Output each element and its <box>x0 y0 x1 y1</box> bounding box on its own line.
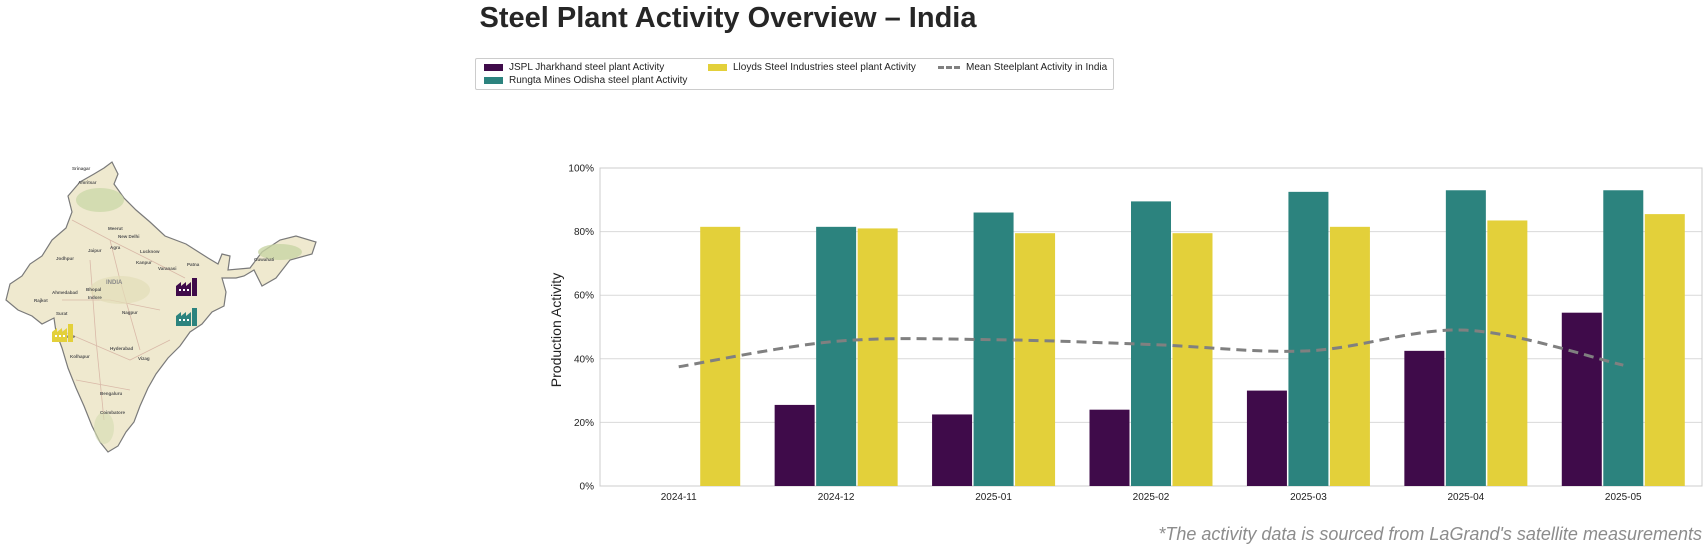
legend-swatch-rungta <box>484 77 503 84</box>
bar <box>1603 190 1644 486</box>
legend-item-mean: Mean Steelplant Activity in India <box>938 62 1107 73</box>
chart-title: Steel Plant Activity Overview – India <box>479 2 977 34</box>
bar <box>1288 191 1329 486</box>
city-label: Varanasi <box>158 266 177 271</box>
city-label: Bhopal <box>86 287 101 292</box>
city-label: Nagpur <box>122 310 138 315</box>
bar <box>857 228 898 487</box>
y-tick-label: 0% <box>580 482 595 493</box>
city-label: Ahmedabad <box>52 290 78 295</box>
map-terrain-northeast <box>258 244 302 260</box>
legend-label-mean: Mean Steelplant Activity in India <box>966 62 1108 73</box>
x-tick-label: 2024-12 <box>818 492 855 500</box>
map-terrain-north <box>76 188 124 212</box>
legend-item-jspl: JSPL Jharkhand steel plant Activity <box>484 62 664 73</box>
city-label: Kanpur <box>136 260 152 265</box>
bar <box>932 414 973 486</box>
x-tick-label: 2025-04 <box>1448 492 1485 500</box>
india-outline <box>5 161 317 453</box>
bar <box>774 404 815 486</box>
legend-swatch-lloyds <box>708 64 727 71</box>
legend-label-jspl: JSPL Jharkhand steel plant Activity <box>509 62 665 73</box>
y-tick-label: 20% <box>574 418 594 429</box>
bar <box>1561 312 1602 486</box>
bar <box>1445 190 1486 486</box>
city-label: Lucknow <box>140 249 160 254</box>
activity-bar-chart: 0% 20% 40% 60% 80% 100% 2024-11 2024-12 2025-01 2… <box>530 160 1708 503</box>
city-label: Hyderabad <box>110 346 134 351</box>
city-label: Agra <box>110 245 121 250</box>
x-tick-label: 2024-11 <box>661 492 697 500</box>
factory-icon-jspl <box>176 278 197 296</box>
y-tick-label: 40% <box>574 354 594 365</box>
city-label: Patna <box>187 262 200 267</box>
bar <box>1644 214 1685 487</box>
map-country-label: INDIA <box>106 280 123 286</box>
city-label: Srinagar <box>72 166 91 171</box>
city-label: Kolhapur <box>70 354 90 359</box>
map-terrain-central <box>90 276 150 304</box>
city-label: Guwahati <box>254 257 274 262</box>
city-label: Indore <box>88 295 102 300</box>
legend-swatch-jspl <box>484 64 503 71</box>
india-map-svg: Srinagar Amritsar Meerut New Delhi Jaipu… <box>5 161 317 453</box>
y-tick-label: 60% <box>574 291 594 302</box>
y-axis-label: Production Activity <box>548 273 564 387</box>
y-tick-label: 80% <box>574 227 594 238</box>
bar <box>1172 233 1213 486</box>
map-terrain-south <box>94 412 114 444</box>
bar <box>1487 220 1528 486</box>
x-tick-label: 2025-01 <box>975 492 1012 500</box>
city-label: New Delhi <box>118 234 140 239</box>
mean-activity-line <box>678 328 1624 369</box>
india-map: Srinagar Amritsar Meerut New Delhi Jaipu… <box>0 160 330 500</box>
legend-label-lloyds: Lloyds Steel Industries steel plant Acti… <box>733 62 916 73</box>
legend: JSPL Jharkhand steel plant Activity Rung… <box>475 58 1114 90</box>
bar <box>816 226 857 486</box>
y-tick-label: 100% <box>568 164 594 175</box>
bar <box>1404 350 1445 486</box>
bar <box>1329 226 1370 486</box>
chart-svg: 0% 20% 40% 60% 80% 100% 2024-11 2024-12 2025-01 2… <box>548 164 1703 503</box>
legend-label-rungta: Rungta Mines Odisha steel plant Activity <box>509 75 688 86</box>
city-label: Meerut <box>108 226 123 231</box>
city-label: Coimbatore <box>100 410 126 415</box>
x-tick-label: 2025-03 <box>1290 492 1327 500</box>
city-label: Surat <box>56 311 68 316</box>
city-label: Jaipur <box>88 248 102 253</box>
city-label: Amritsar <box>78 180 97 185</box>
city-label: Bengaluru <box>100 391 123 396</box>
footnote: *The activity data is sourced from LaGra… <box>1158 524 1702 544</box>
legend-item-rungta: Rungta Mines Odisha steel plant Activity <box>484 75 687 86</box>
city-label: Rajkot <box>34 298 48 303</box>
bar <box>1089 409 1130 486</box>
factory-icon-lloyds <box>52 324 73 342</box>
bar <box>1015 233 1056 486</box>
city-label: Vizag <box>138 356 150 361</box>
legend-dash-mean <box>938 66 960 69</box>
bar <box>973 212 1014 486</box>
x-tick-label: 2025-02 <box>1133 492 1170 500</box>
legend-item-lloyds: Lloyds Steel Industries steel plant Acti… <box>708 62 916 73</box>
bar <box>1246 390 1287 486</box>
x-tick-label: 2025-05 <box>1605 492 1642 500</box>
factory-icon-rungta <box>176 308 197 326</box>
city-label: Jodhpur <box>56 256 74 261</box>
